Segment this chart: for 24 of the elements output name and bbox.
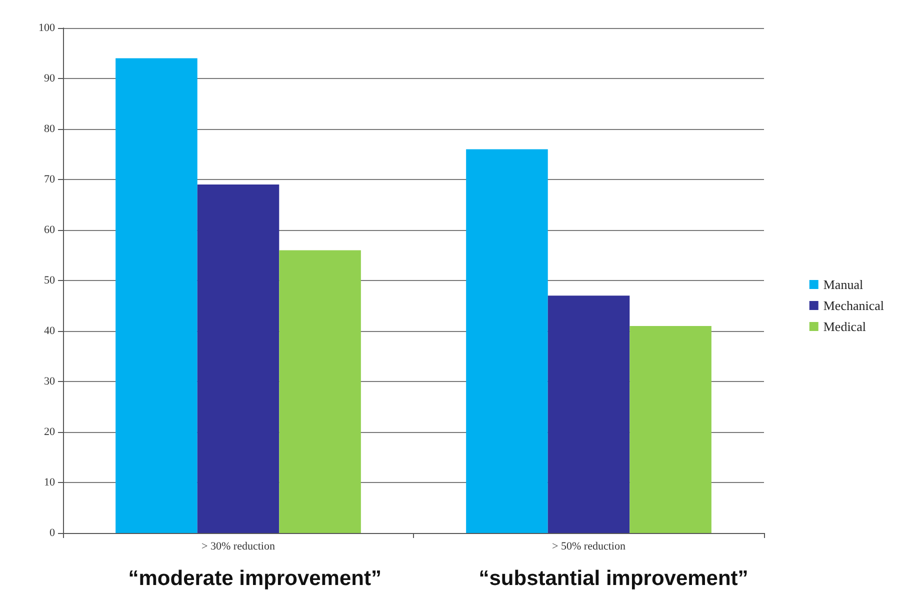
bar [197, 184, 280, 533]
y-tick-label: 0 [50, 527, 56, 539]
bar [116, 58, 198, 533]
y-tick-label: 70 [44, 174, 56, 186]
bar [630, 326, 712, 533]
y-tick-label: 10 [44, 476, 56, 488]
bar [548, 296, 630, 533]
y-tick-label: 90 [44, 72, 56, 84]
bar [279, 250, 361, 533]
y-tick-label: 30 [44, 376, 56, 388]
y-tick-label: 60 [44, 224, 56, 236]
x-tick-label: > 30% reduction [202, 540, 276, 552]
legend-label: Mechanical [823, 298, 884, 313]
y-tick-label: 20 [44, 426, 56, 438]
legend-label: Medical [823, 319, 866, 334]
bar [466, 149, 548, 533]
legend-label: Manual [823, 277, 864, 292]
text: “moderate improvement” [128, 567, 382, 590]
y-tick-label: 40 [44, 325, 56, 337]
y-tick-label: 100 [38, 22, 56, 34]
text: “substantial improvement” [478, 567, 748, 590]
y-tick-label: 50 [44, 274, 56, 286]
y-tick-label: 80 [44, 123, 56, 135]
x-tick-label: > 50% reduction [552, 540, 626, 552]
